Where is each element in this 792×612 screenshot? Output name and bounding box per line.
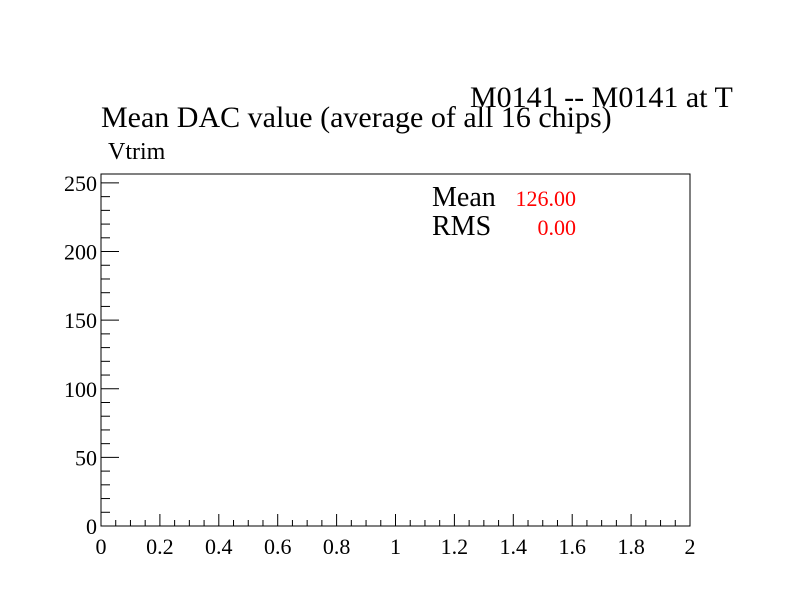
chart-title: Mean DAC value (average of all 16 chips) xyxy=(101,101,612,134)
stats-name: Mean xyxy=(432,182,496,213)
y-tick-label: 150 xyxy=(64,308,97,333)
y-tick-label: 0 xyxy=(86,514,97,539)
x-tick-label: 1.6 xyxy=(558,534,586,559)
x-tick-label: 1.2 xyxy=(441,534,469,559)
header: M0141 -- M0141 at T xyxy=(470,81,733,114)
x-tick-label: 2 xyxy=(685,534,696,559)
y-axis-label: Vtrim xyxy=(108,139,166,165)
x-tick-label: 1.4 xyxy=(500,534,528,559)
stats-value: 126.00 xyxy=(516,186,577,211)
y-tick-label: 100 xyxy=(64,377,97,402)
stats-value: 0.00 xyxy=(538,215,577,240)
y-tick-label: 50 xyxy=(75,445,97,470)
x-tick-label: 0.6 xyxy=(264,534,292,559)
y-tick-label: 200 xyxy=(64,240,97,265)
stats-name: RMS xyxy=(432,211,491,242)
x-tick-label: 1.8 xyxy=(617,534,645,559)
x-tick-label: 1 xyxy=(390,534,401,559)
x-tick-label: 0.4 xyxy=(205,534,233,559)
x-tick-label: 0.2 xyxy=(146,534,174,559)
x-tick-label: 0 xyxy=(96,534,107,559)
y-tick-label: 250 xyxy=(64,171,97,196)
x-tick-label: 0.8 xyxy=(323,534,351,559)
